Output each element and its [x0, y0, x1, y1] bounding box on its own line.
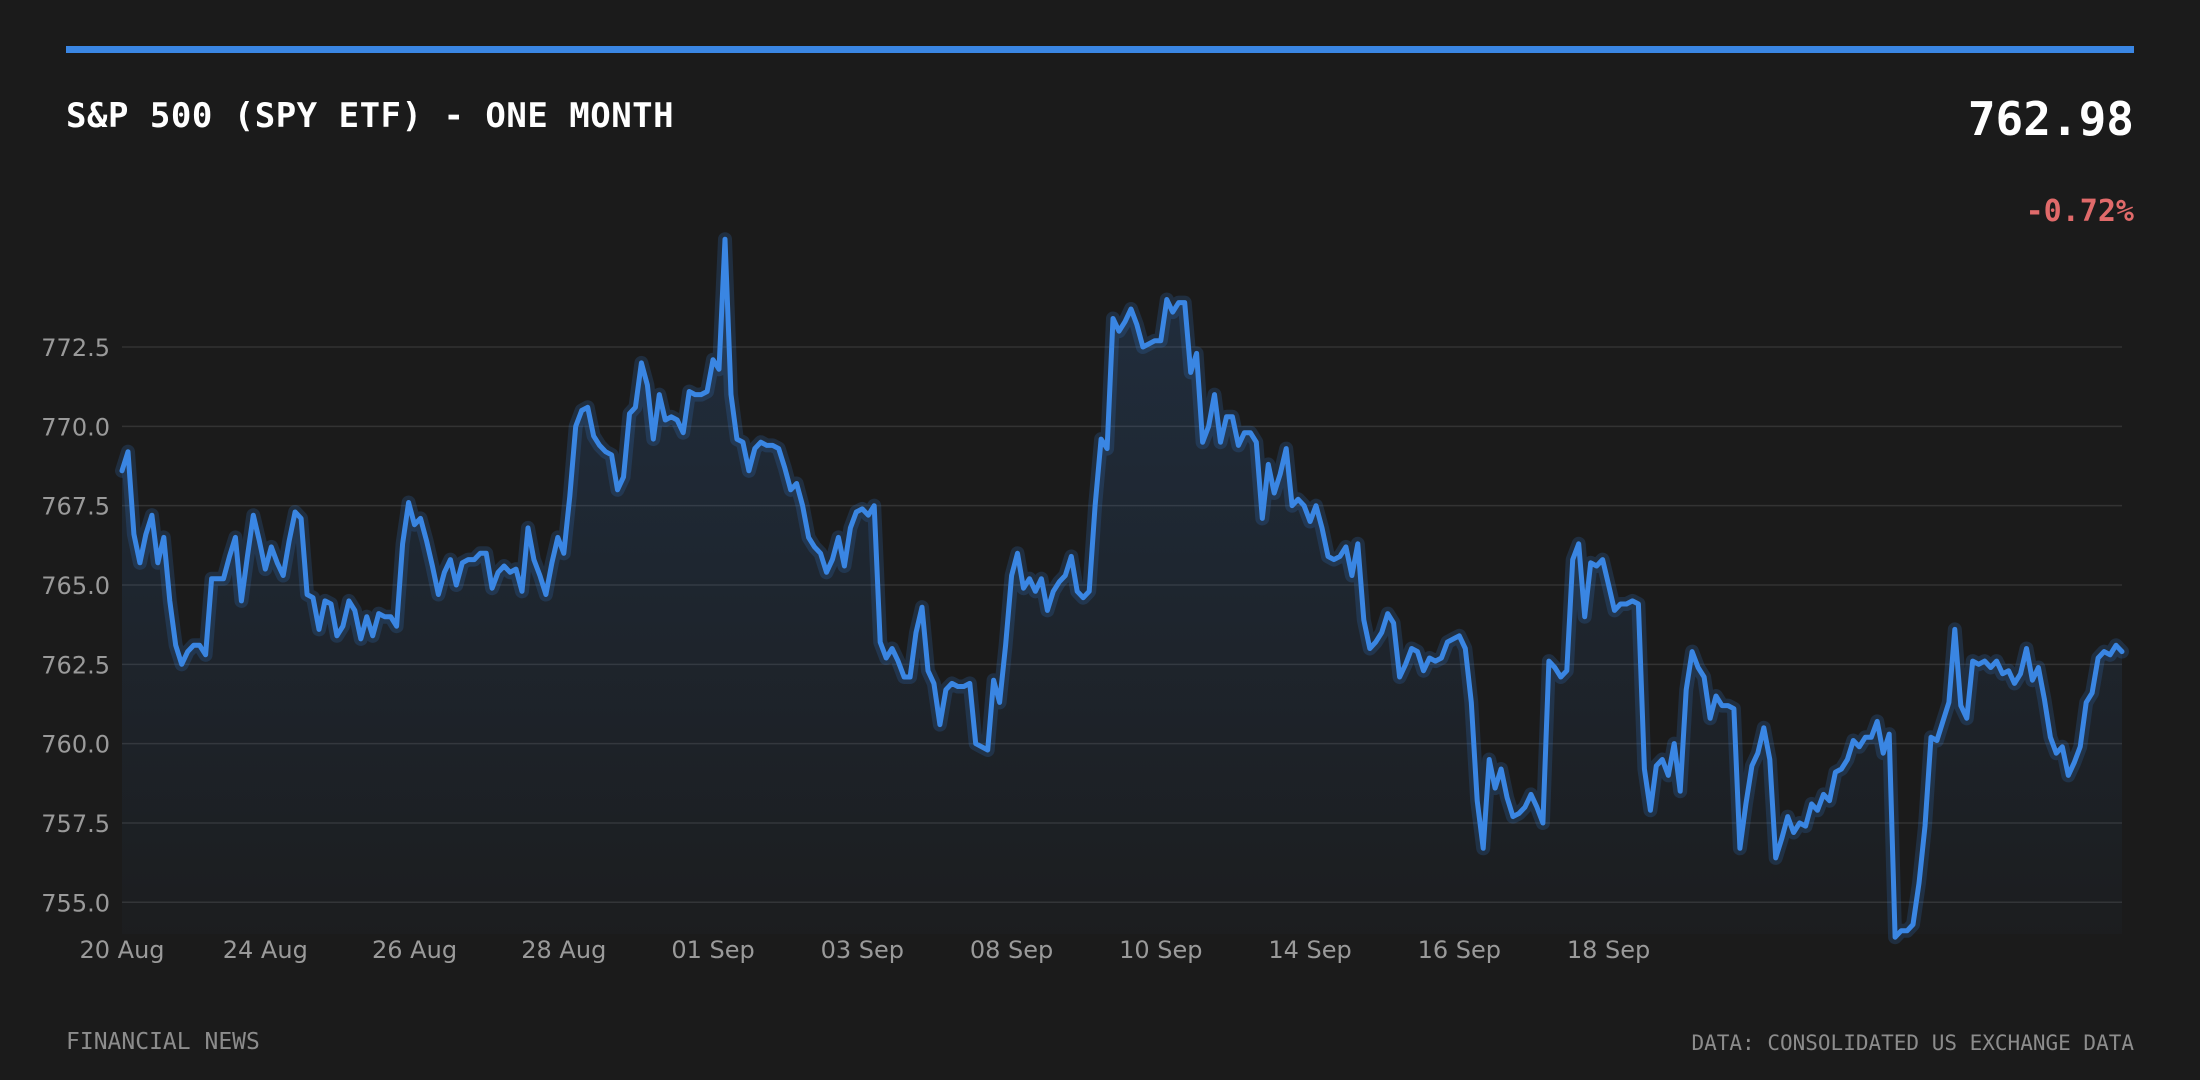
x-axis: 20 Aug 24 Aug 26 Aug 28 Aug 01 Sep 03 Sep 08 S…	[79, 936, 1650, 964]
x-tick-label: 08 Sep	[970, 936, 1053, 964]
y-axis: 755.0 757.5 760.0 762.5 765.0 767.5 770.0 772.5	[41, 334, 110, 917]
y-tick-label: 772.5	[41, 334, 110, 362]
x-tick-label: 03 Sep	[821, 936, 904, 964]
current-price: 762.98	[1967, 92, 2134, 146]
y-tick-label: 765.0	[41, 572, 110, 600]
x-tick-label: 24 Aug	[223, 936, 308, 964]
x-tick-label: 26 Aug	[372, 936, 457, 964]
price-area-fill	[122, 239, 2122, 938]
y-tick-label: 762.5	[41, 651, 110, 679]
price-change-percent: -0.72%	[2025, 194, 2134, 229]
chart-title: S&P 500 (SPY ETF) - ONE MONTH	[66, 96, 675, 136]
x-tick-label: 20 Aug	[79, 936, 164, 964]
y-tick-label: 770.0	[41, 413, 110, 441]
footer-source-left: FINANCIAL NEWS	[66, 1029, 260, 1055]
footer-source-right: DATA: CONSOLIDATED US EXCHANGE DATA	[1691, 1031, 2134, 1055]
price-line	[119, 236, 2125, 940]
x-tick-label: 14 Sep	[1268, 936, 1351, 964]
x-tick-label: 28 Aug	[521, 936, 606, 964]
x-tick-label: 01 Sep	[671, 936, 754, 964]
x-tick-label: 16 Sep	[1418, 936, 1501, 964]
accent-rule	[66, 46, 2134, 53]
x-tick-label: 10 Sep	[1119, 936, 1202, 964]
y-tick-label: 767.5	[41, 493, 110, 521]
y-tick-label: 757.5	[41, 810, 110, 838]
y-tick-label: 760.0	[41, 731, 110, 759]
x-tick-label: 18 Sep	[1567, 936, 1650, 964]
y-tick-label: 755.0	[41, 889, 110, 917]
